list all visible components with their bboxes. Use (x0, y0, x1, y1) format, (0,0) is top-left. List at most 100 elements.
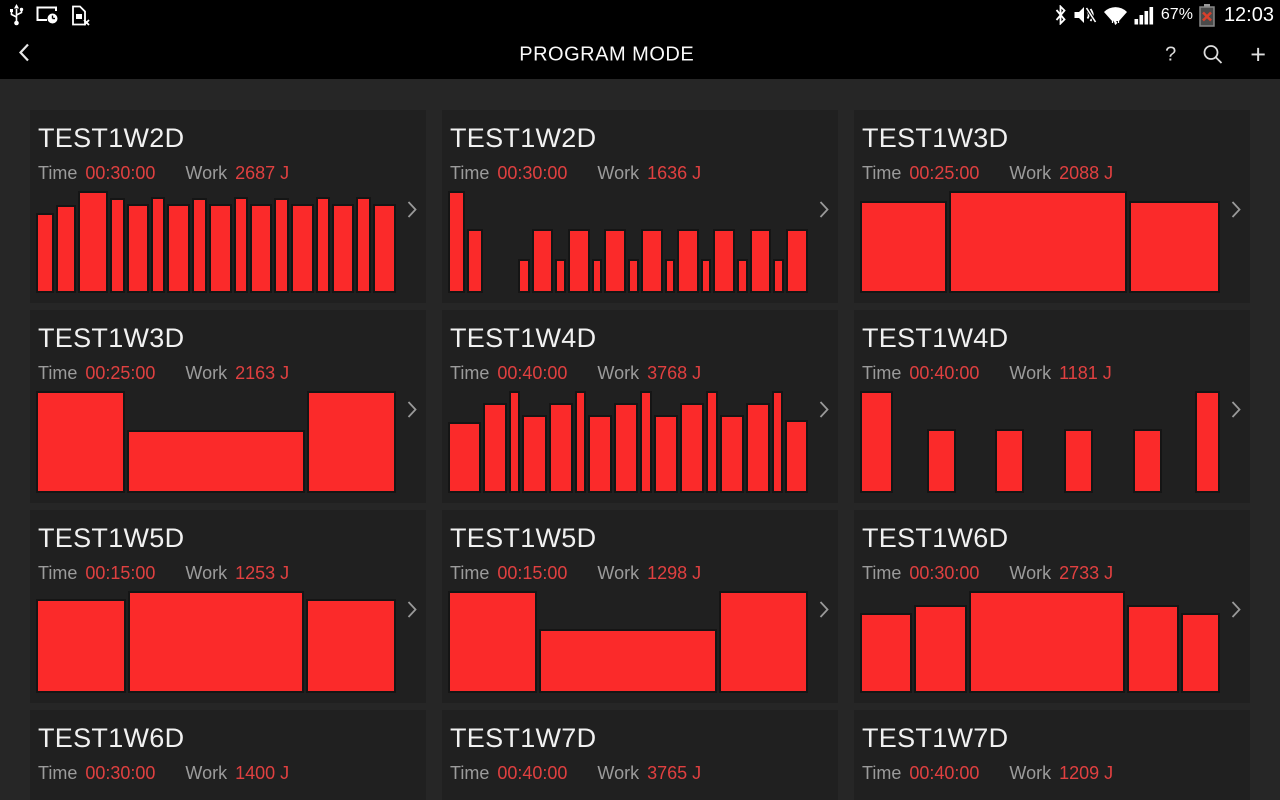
work-value: 1400 J (235, 763, 290, 783)
time-value: 00:40:00 (909, 363, 980, 383)
chevron-right-icon (1230, 400, 1242, 424)
program-card[interactable]: TEST1W5D Time 00:15:00 Work 1253 J (30, 510, 426, 703)
chevron-right-icon (406, 400, 418, 424)
chart-bar (36, 391, 126, 493)
time-label: Time (38, 163, 78, 183)
program-grid: TEST1W2D Time 00:30:00 Work 2687 J TEST1… (0, 79, 1280, 800)
chart-bar (677, 228, 699, 293)
work-value: 2733 J (1059, 563, 1114, 583)
appbar-actions: ? + (1165, 39, 1266, 70)
chart-bar (968, 591, 1126, 693)
back-button[interactable] (12, 36, 36, 73)
work-value: 2163 J (235, 363, 290, 383)
program-title: TEST1W7D (450, 723, 597, 753)
program-card[interactable]: TEST1W7D Time 00:40:00 Work 3765 J (442, 710, 838, 800)
chart-bar (249, 204, 273, 293)
program-title: TEST1W2D (450, 123, 597, 153)
program-chart (448, 191, 808, 293)
time-value: 00:40:00 (497, 763, 568, 783)
status-bar: 67% 12:03 (0, 0, 1280, 30)
help-button[interactable]: ? (1165, 43, 1177, 65)
program-chart (448, 791, 808, 800)
search-button[interactable] (1202, 44, 1224, 66)
chart-bar (927, 428, 957, 493)
chevron-right-icon (818, 200, 830, 224)
app-bar: PROGRAM MODE ? + (0, 30, 1280, 79)
work-label: Work (597, 363, 640, 383)
work-label: Work (597, 563, 640, 583)
program-chart (860, 191, 1220, 293)
program-chart (860, 591, 1221, 693)
program-chart (36, 191, 397, 293)
chart-bar (1064, 428, 1093, 493)
chart-bar (914, 605, 967, 693)
screen-timeout-icon (35, 5, 59, 25)
chart-bar (860, 201, 948, 293)
chart-bar (315, 197, 330, 293)
chart-bar (567, 228, 590, 293)
program-card[interactable]: TEST1W2D Time 00:30:00 Work 2687 J (30, 110, 426, 303)
battery-icon (1199, 3, 1215, 27)
work-label: Work (1009, 563, 1052, 583)
program-title: TEST1W5D (38, 523, 185, 553)
chart-bar (604, 228, 627, 293)
chart-bar (448, 591, 538, 693)
status-right-icons: 67% 12:03 (1054, 3, 1274, 27)
time-label: Time (38, 763, 78, 783)
chart-bar (680, 403, 705, 493)
program-meta: Time 00:40:00 Work 1209 J (862, 763, 1242, 784)
program-meta: Time 00:25:00 Work 2163 J (38, 363, 418, 384)
program-meta: Time 00:40:00 Work 3765 J (450, 763, 830, 784)
chart-bar (664, 259, 676, 293)
program-card[interactable]: TEST1W5D Time 00:15:00 Work 1298 J (442, 510, 838, 703)
chevron-right-icon (406, 200, 418, 224)
chart-bar (78, 191, 108, 293)
time-value: 00:30:00 (85, 163, 156, 183)
work-label: Work (185, 563, 228, 583)
chart-bar (713, 228, 736, 293)
program-card[interactable]: TEST1W7D Time 00:40:00 Work 1209 J (854, 710, 1250, 800)
chart-bar (128, 591, 304, 693)
chart-bar (653, 415, 679, 493)
program-card[interactable]: TEST1W6D Time 00:30:00 Work 2733 J (854, 510, 1250, 703)
program-title: TEST1W5D (450, 523, 597, 553)
status-left-icons (8, 4, 90, 26)
program-card[interactable]: TEST1W4D Time 00:40:00 Work 3768 J (442, 310, 838, 503)
program-title: TEST1W4D (862, 323, 1009, 353)
chart-bar (331, 204, 355, 293)
chevron-right-icon (1230, 600, 1242, 624)
time-value: 00:30:00 (85, 763, 156, 783)
program-card[interactable]: TEST1W6D Time 00:30:00 Work 1400 J (30, 710, 426, 800)
time-value: 00:30:00 (497, 163, 568, 183)
program-card[interactable]: TEST1W4D Time 00:40:00 Work 1181 J (854, 310, 1250, 503)
program-card[interactable]: TEST1W3D Time 00:25:00 Work 2088 J (854, 110, 1250, 303)
add-button[interactable]: + (1250, 39, 1266, 70)
program-card[interactable]: TEST1W2D Time 00:30:00 Work 1636 J (442, 110, 838, 303)
chart-bar (773, 259, 784, 293)
chart-bar (274, 198, 290, 293)
time-value: 00:40:00 (497, 363, 568, 383)
chart-bar (737, 259, 748, 293)
chart-bar (718, 591, 809, 693)
time-label: Time (38, 563, 78, 583)
chart-bar (127, 429, 305, 493)
program-meta: Time 00:30:00 Work 2733 J (862, 563, 1242, 584)
chevron-right-icon (818, 600, 830, 624)
program-meta: Time 00:15:00 Work 1298 J (450, 563, 830, 584)
chevron-right-icon (1230, 200, 1242, 224)
chevron-right-icon (818, 400, 830, 424)
time-label: Time (862, 563, 902, 583)
chart-bar (700, 259, 712, 293)
time-label: Time (450, 163, 490, 183)
time-label: Time (450, 563, 490, 583)
chart-bar (373, 204, 397, 293)
chart-bar (640, 228, 663, 293)
chart-bar (208, 204, 232, 293)
chart-bar (614, 403, 639, 493)
signal-icon (1134, 5, 1155, 25)
chart-bar (587, 415, 613, 493)
program-card[interactable]: TEST1W3D Time 00:25:00 Work 2163 J (30, 310, 426, 503)
program-meta: Time 00:30:00 Work 2687 J (38, 163, 418, 184)
work-label: Work (597, 163, 640, 183)
work-label: Work (1009, 763, 1052, 783)
